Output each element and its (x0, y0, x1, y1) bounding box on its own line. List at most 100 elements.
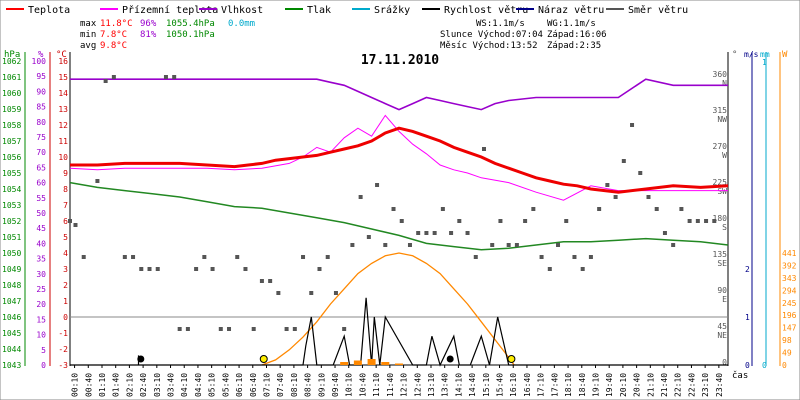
x-tick-label: 12:10 (400, 373, 409, 397)
wind-direction-point (605, 183, 610, 187)
temp-tick: -1 (58, 329, 68, 338)
wind-direction-point (531, 207, 536, 211)
wind-direction-point (481, 147, 486, 151)
x-tick-label: 22:10 (674, 373, 683, 397)
x-tick-label: 16:10 (509, 373, 518, 397)
ms-unit: m/s (744, 50, 759, 59)
legend-label: Srážky (374, 4, 410, 16)
stat-labels: min (80, 30, 96, 40)
sunset-marker (507, 355, 516, 363)
wind-direction-point (712, 219, 717, 223)
x-tick-label: 07:40 (276, 373, 285, 397)
stat-hum: 81% (140, 30, 157, 40)
w-tick: 392 (782, 261, 797, 270)
w-tick: 343 (782, 274, 797, 283)
pct-tick: 20 (36, 300, 46, 309)
hpa-tick: 1044 (2, 345, 21, 354)
dir-tick: 180 (713, 214, 728, 223)
hpa-tick: 1049 (2, 265, 21, 274)
wind-direction-point (276, 291, 281, 295)
dir-tick: 0 (722, 358, 727, 367)
wind-direction-point (163, 75, 168, 79)
x-tick-label: 23:40 (715, 373, 724, 397)
wind-direction-point (81, 255, 86, 259)
sunset-info: Západ:16:06 (547, 30, 607, 40)
pct-tick: 45 (36, 224, 46, 233)
wind-direction-point (523, 219, 528, 223)
wind-direction-point (630, 123, 635, 127)
wind-direction-point (333, 291, 338, 295)
wind-direction-point (621, 159, 626, 163)
wind-direction-point (407, 243, 412, 247)
pct-tick: 75 (36, 133, 46, 142)
temp-tick: 6 (63, 217, 68, 226)
wind-direction-point (473, 255, 478, 259)
hpa-tick: 1047 (2, 297, 21, 306)
wind-direction-point (139, 267, 144, 271)
x-tick-label: 05:10 (208, 373, 217, 397)
x-tick-label: 17:10 (537, 373, 546, 397)
stat-temp: 11.8°C (100, 19, 133, 29)
temp-tick: 10 (58, 153, 68, 162)
wind-direction-point (440, 207, 445, 211)
hpa-tick: 1045 (2, 329, 21, 338)
ms-tick: 2 (745, 265, 750, 274)
temp-tick: 7 (63, 201, 68, 210)
wind-direction-point (375, 183, 380, 187)
wind-direction-point (251, 327, 256, 331)
ms-tick: 0 (745, 361, 750, 370)
mm-tick: 1 (762, 58, 767, 67)
temp-tick: 14 (58, 89, 68, 98)
x-tick-label: 08:40 (304, 373, 313, 397)
wind-direction-point (638, 171, 643, 175)
wind-direction-point (218, 327, 223, 331)
wind-direction-point (588, 255, 593, 259)
wind-direction-point (432, 231, 437, 235)
wind-direction-point (235, 255, 240, 259)
hpa-tick: 1056 (2, 153, 21, 162)
pct-tick: 90 (36, 87, 46, 96)
temp-tick: -3 (58, 361, 68, 370)
wind-direction-point (679, 207, 684, 211)
x-tick-label: 03:10 (153, 373, 162, 397)
x-tick-label: 03:40 (167, 373, 176, 397)
x-tick-label: 23:10 (701, 373, 710, 397)
wind-direction-point (103, 79, 108, 83)
wind-direction-point (243, 267, 248, 271)
wind-speed-info: WS:1.1m/s (476, 19, 525, 29)
x-tick-label: 09:10 (317, 373, 326, 397)
temp-tick: 16 (58, 57, 68, 66)
x-tick-label: 00:10 (71, 373, 80, 397)
stat-hum: 96% (140, 19, 157, 29)
wind-direction-point (301, 255, 306, 259)
dir-name-tick: SW (717, 187, 727, 196)
pct-tick: 100 (32, 57, 47, 66)
wind-direction-point (259, 279, 264, 283)
w-tick: 245 (782, 299, 797, 308)
x-tick-label: 17:40 (550, 373, 559, 397)
sunrise-marker (259, 355, 268, 363)
plot-area (68, 75, 729, 367)
x-tick-label: 20:10 (619, 373, 628, 397)
hpa-tick: 1053 (2, 201, 21, 210)
pct-tick: 35 (36, 255, 46, 264)
x-tick-label: 01:40 (112, 373, 121, 397)
wind-direction-point (131, 255, 136, 259)
legend-label: Přízemní teplota (122, 4, 218, 16)
x-tick-label: 11:10 (372, 373, 381, 397)
x-tick-label: 11:40 (386, 373, 395, 397)
hpa-tick: 1062 (2, 57, 21, 66)
wind-direction-point (177, 327, 182, 331)
w-tick: 0 (782, 361, 787, 370)
dir-tick: 45 (717, 322, 727, 331)
moonrise-info: Měsíc Východ:13:52 (440, 41, 538, 51)
wind-direction-point (547, 267, 552, 271)
rain-bar (367, 359, 376, 365)
wind-direction-point (687, 219, 692, 223)
temp-tick: 11 (58, 137, 68, 146)
x-tick-label: 14:40 (468, 373, 477, 397)
pct-unit: % (38, 50, 44, 60)
wind-direction-point (556, 243, 561, 247)
